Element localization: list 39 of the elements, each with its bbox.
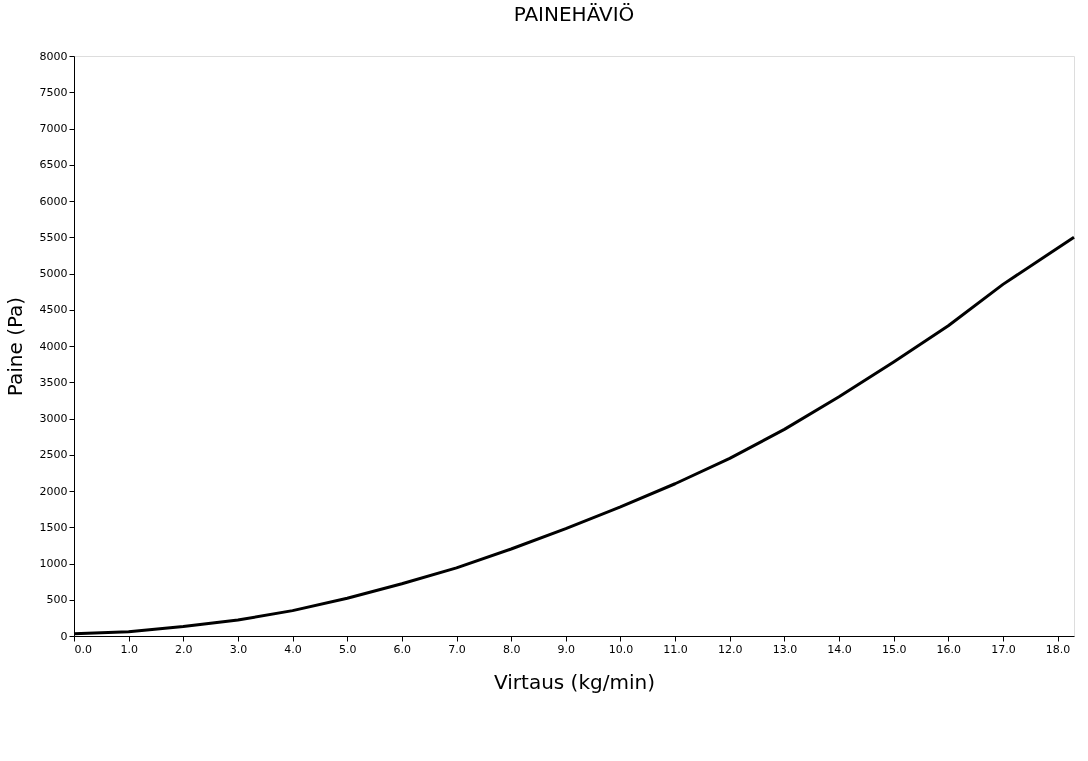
- y-tick-label: 7000: [39, 122, 68, 135]
- y-tick-label: 4000: [39, 339, 68, 353]
- y-tick-label: 2000: [39, 484, 68, 498]
- y-tick-label: 1500: [39, 520, 68, 534]
- chart-title: PAINEHÄVIÖ: [513, 2, 635, 26]
- x-tick-label: 6.0: [393, 642, 412, 656]
- x-tick-label: 13.0: [772, 642, 798, 656]
- y-tick-label: 1000: [39, 557, 68, 570]
- y-tick-label: 3500: [39, 375, 68, 389]
- x-tick-label: 10.0: [608, 642, 634, 656]
- y-tick-label: 0: [60, 629, 68, 643]
- x-tick-label: 14.0: [827, 642, 852, 656]
- y-tick-label: 7500: [39, 85, 68, 99]
- x-tick-label: 11.0: [663, 642, 688, 656]
- y-tick-label: 4500: [39, 303, 68, 317]
- y-tick-label: 2500: [39, 448, 68, 462]
- y-tick-label: 8000: [39, 49, 68, 63]
- x-tick-label: 7.0: [448, 642, 466, 656]
- x-tick-label: 0.0: [74, 642, 92, 656]
- x-tick-label: 5.0: [338, 642, 357, 656]
- x-axis-title: Virtaus (kg/min): [494, 669, 655, 694]
- x-tick-label: 16.0: [936, 642, 962, 656]
- x-tick-label: 9.0: [557, 642, 576, 656]
- y-tick-label: 6000: [39, 194, 68, 208]
- y-tick-label: 5000: [39, 267, 68, 280]
- x-tick-label: 4.0: [284, 642, 302, 656]
- y-tick-label: 5500: [39, 230, 68, 244]
- y-tick-label: 6500: [39, 158, 68, 172]
- y-tick-label: 3000: [39, 412, 68, 425]
- x-tick-label: 3.0: [229, 642, 248, 656]
- x-tick-label: 15.0: [881, 642, 907, 656]
- y-tick-label: 500: [46, 593, 68, 607]
- x-tick-label: 17.0: [991, 642, 1016, 656]
- x-tick-label: 12.0: [717, 642, 743, 656]
- x-tick-label: 2.0: [175, 642, 193, 656]
- x-tick-label: 1.0: [120, 642, 138, 656]
- x-tick-label: 18.0: [1045, 642, 1071, 656]
- x-tick-label: 8.0: [502, 642, 521, 656]
- y-axis-title: Paine (Pa): [2, 296, 27, 397]
